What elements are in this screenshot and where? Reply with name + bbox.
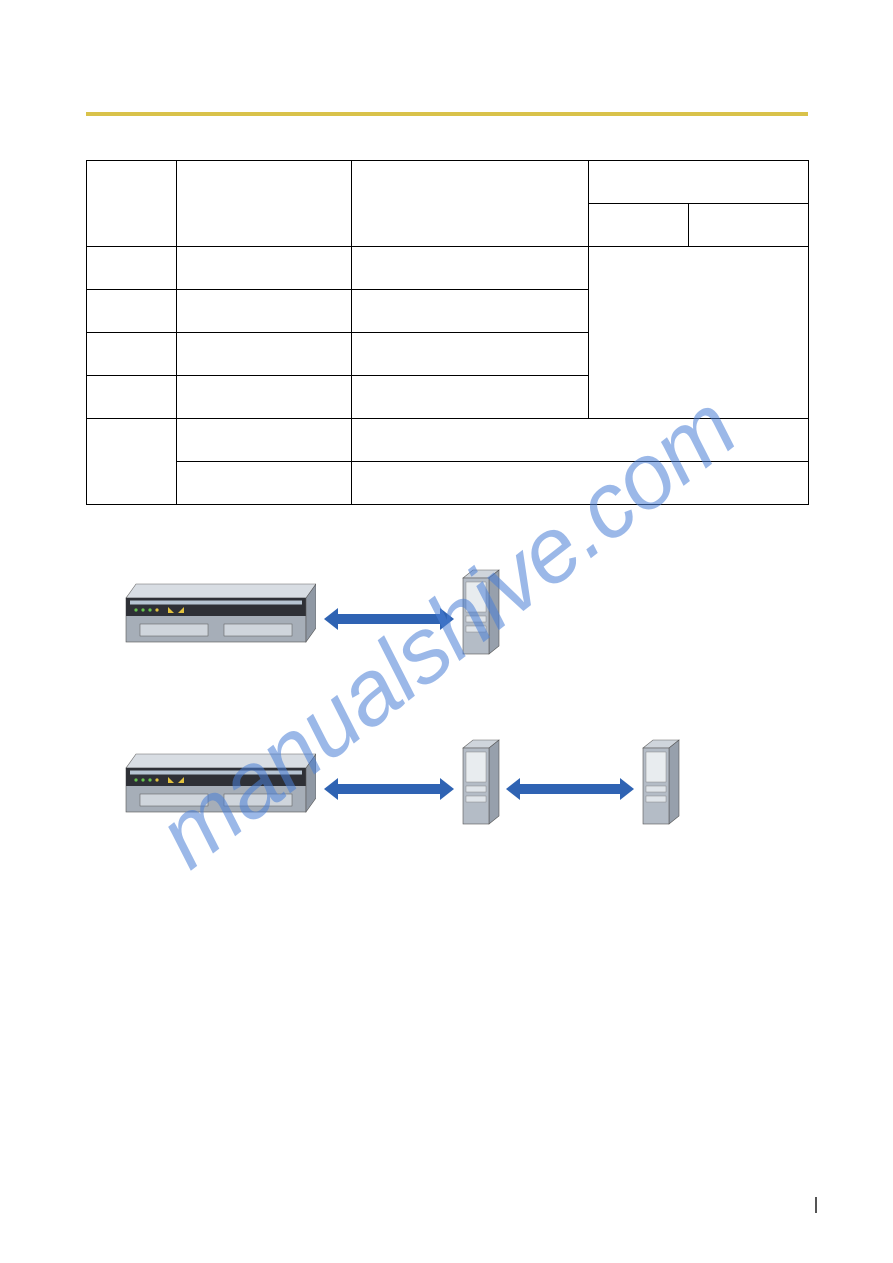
cell	[87, 161, 177, 247]
cell	[177, 462, 352, 505]
table-row	[87, 419, 809, 462]
cell	[352, 462, 809, 505]
cell	[177, 161, 352, 247]
cell	[177, 290, 352, 333]
cell	[352, 290, 589, 333]
figures-area	[86, 560, 808, 900]
cell	[87, 333, 177, 376]
double-arrow-icon	[324, 608, 454, 630]
cell	[352, 376, 589, 419]
cell	[87, 376, 177, 419]
cell	[589, 247, 809, 419]
network-device-icon	[116, 750, 316, 820]
cell	[352, 247, 589, 290]
cell	[352, 333, 589, 376]
cell	[589, 204, 689, 247]
spec-table	[86, 160, 809, 505]
section-rule	[86, 112, 808, 116]
double-arrow-icon	[506, 778, 634, 800]
cell	[177, 247, 352, 290]
figure-single-link	[86, 560, 706, 690]
server-icon	[641, 738, 681, 828]
server-icon	[461, 738, 501, 828]
table-row	[87, 161, 809, 204]
cell	[589, 161, 809, 204]
double-arrow-icon	[324, 778, 454, 800]
page-number	[815, 1196, 823, 1213]
page-number-bar-icon	[815, 1197, 817, 1213]
page: manualshive.com	[0, 0, 893, 1263]
cell	[177, 333, 352, 376]
cell	[177, 376, 352, 419]
cell	[689, 204, 809, 247]
cell	[352, 161, 589, 247]
cell	[352, 419, 809, 462]
content-area	[86, 160, 808, 505]
table-row	[87, 247, 809, 290]
table-row	[87, 462, 809, 505]
cell	[87, 247, 177, 290]
cell	[87, 419, 177, 505]
cell	[177, 419, 352, 462]
figure-double-link	[86, 730, 706, 860]
server-icon	[461, 568, 501, 658]
cell	[87, 290, 177, 333]
network-device-icon	[116, 580, 316, 650]
